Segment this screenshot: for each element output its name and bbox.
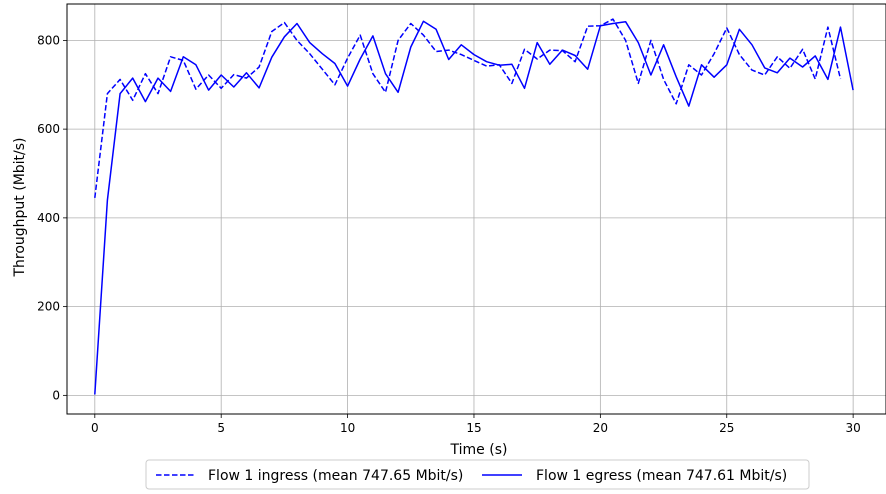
grid-lines [67,4,886,414]
y-tick-label: 0 [52,388,60,402]
legend-label-ingress: Flow 1 ingress (mean 747.65 Mbit/s) [208,468,463,484]
x-axis-title: Time (s) [450,442,508,458]
x-tick-label: 0 [91,421,99,435]
x-tick-label: 15 [466,421,481,435]
y-axis-title: Throughput (Mbit/s) [12,137,28,277]
y-tick-label: 600 [37,122,60,136]
x-tick-label: 20 [593,421,608,435]
series-ingress-line [94,18,842,198]
y-tick-label: 400 [37,211,60,225]
legend-label-egress: Flow 1 egress (mean 747.61 Mbit/s) [536,468,787,484]
series-egress-line [94,20,854,395]
y-axis-ticks: 0 200 400 600 800 [37,33,67,402]
x-tick-label: 25 [719,421,734,435]
x-tick-label: 10 [340,421,355,435]
x-tick-label: 30 [845,421,860,435]
y-tick-label: 200 [37,300,60,314]
legend: Flow 1 ingress (mean 747.65 Mbit/s) Flow… [145,459,810,490]
x-axis-ticks: 0 5 10 15 20 25 30 [91,414,861,435]
legend-box [145,459,810,490]
plot-frame [66,3,886,415]
y-tick-label: 800 [37,33,60,47]
x-tick-label: 5 [217,421,225,435]
series-layer [94,18,854,395]
